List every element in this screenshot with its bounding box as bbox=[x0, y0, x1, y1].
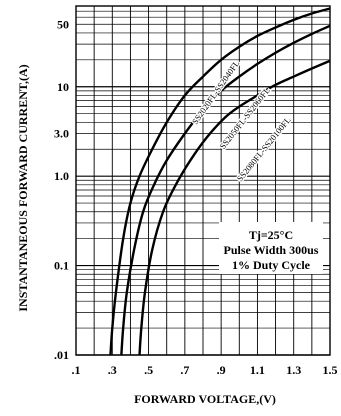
x-tick-label: 1.1 bbox=[250, 363, 265, 377]
annotation-line-3: 1% Duty Cycle bbox=[232, 258, 311, 272]
y-tick-label: .01 bbox=[54, 348, 69, 362]
y-tick-label: 50 bbox=[57, 17, 69, 31]
tick-labels: .1 .3 .5 .7 .9 1.1 1.3 1.5 50 10 3.0 1.0 0.1 .01 bbox=[54, 17, 338, 377]
curves bbox=[109, 7, 331, 356]
x-tick-label: .9 bbox=[217, 363, 226, 377]
curve-series-2 bbox=[120, 24, 331, 356]
annotation-box bbox=[219, 222, 323, 274]
x-tick-label: .3 bbox=[108, 363, 117, 377]
plot-frame bbox=[75, 5, 331, 356]
curve-series-1 bbox=[109, 7, 331, 356]
curve-label-series-1: SS2020FL-SS2040FL bbox=[190, 58, 242, 126]
x-tick-label: 1.3 bbox=[286, 363, 301, 377]
y-axis-title: INSTANTANEOUS FORWARD CURRENT,(A) bbox=[16, 64, 30, 311]
x-tick-label: .1 bbox=[72, 363, 81, 377]
x-tick-label: .7 bbox=[180, 363, 189, 377]
y-tick-label: 0.1 bbox=[54, 259, 69, 273]
curve-labels: SS2020FL-SS2040FLSS2050FL-SS2060FLSS2080… bbox=[189, 57, 294, 184]
x-tick-label: .5 bbox=[144, 363, 153, 377]
curve-series-3 bbox=[138, 59, 331, 356]
y-tick-label: 1.0 bbox=[54, 169, 69, 183]
annotation-line-2: Pulse Width 300us bbox=[224, 243, 319, 257]
x-axis-title: FORWARD VOLTAGE,(V) bbox=[134, 392, 276, 406]
x-tick-label: 1.5 bbox=[323, 363, 338, 377]
y-tick-label: 10 bbox=[57, 80, 69, 94]
annotation-line-1: Tj=25°C bbox=[249, 228, 293, 242]
y-tick-label: 3.0 bbox=[54, 127, 69, 141]
